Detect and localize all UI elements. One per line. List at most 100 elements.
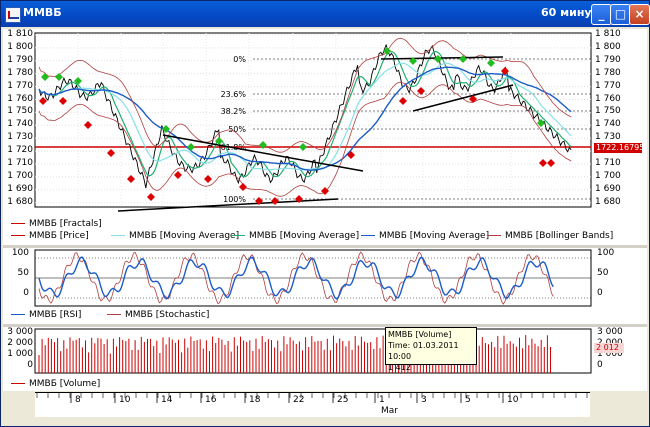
legend-fractals: ММВБ [Fractals] <box>11 219 102 229</box>
axis-tick-label: 1 740 <box>595 119 621 130</box>
fib-level-label: 100% <box>223 195 246 204</box>
volume-tooltip: ММВБ [Volume] Time: 01.03.2011 10:00 1 4… <box>385 327 477 372</box>
axis-tick-label: 1 700 <box>7 170 33 181</box>
time-scrollbar[interactable] <box>590 392 647 416</box>
axis-tick-label: 1 810 <box>595 29 621 39</box>
axis-tick-label: 0 <box>27 360 33 370</box>
legend-volume: ММВБ [Volume] <box>11 379 100 389</box>
axis-tick-label: 1 790 <box>7 54 33 65</box>
plot-border <box>34 328 592 374</box>
axis-tick-label: 1 680 <box>595 196 621 207</box>
axis-tick-label: 100 <box>597 248 615 258</box>
axis-tick-label: 0 <box>23 288 29 298</box>
legend-label: ММВБ [Moving Average] <box>379 231 490 241</box>
axis-tick-label: 1 000 <box>597 349 623 359</box>
fractal-up-marker <box>487 59 495 67</box>
legend-stochastic: ММВБ [Stochastic] <box>107 310 209 320</box>
time-day-label: 10 <box>119 395 131 405</box>
fractal-down-marker <box>107 149 115 157</box>
stochastic-line <box>38 251 554 305</box>
time-axis[interactable]: 8 10 14 16 18 22 25 1 3 5 10 Mar <box>35 392 590 417</box>
bollinger-band-line <box>38 81 572 197</box>
title-bar[interactable]: ММВБ 60 минут _ □ × <box>1 1 650 27</box>
axis-tick-label: 1 710 <box>595 158 621 168</box>
fractal-up-marker <box>434 55 442 63</box>
fractal-up-marker <box>537 119 545 127</box>
axis-tick-label: 1 720 <box>7 145 33 156</box>
fractal-down-marker <box>321 187 329 195</box>
time-day-label: 25 <box>337 395 349 405</box>
axis-tick-label: 0 <box>597 360 603 370</box>
fractal-down-marker <box>547 159 555 167</box>
minimize-button[interactable]: _ <box>591 4 612 25</box>
fractal-up-marker <box>74 77 82 85</box>
axis-tick-label: 1 750 <box>7 106 33 117</box>
legend-swatch <box>231 235 245 236</box>
time-day-label: 16 <box>205 395 217 405</box>
fib-level-label: 38.2% <box>221 107 247 116</box>
maximize-button[interactable]: □ <box>610 4 631 25</box>
axis-tick-label: 1 780 <box>7 67 33 78</box>
moving-average-line <box>38 50 572 178</box>
axis-tick-label: 1 730 <box>7 132 33 143</box>
fractal-up-marker <box>259 141 267 149</box>
fractal-up-marker <box>215 137 223 145</box>
legend-swatch <box>11 314 25 315</box>
legend-rsi: ММВБ [RSI] <box>11 310 81 320</box>
time-axis-ticks <box>36 393 588 403</box>
axis-tick-label: 1 800 <box>595 41 621 52</box>
fractal-down-marker <box>204 175 212 183</box>
fractal-down-marker <box>347 151 355 159</box>
legend-label: ММВБ [RSI] <box>29 310 82 320</box>
axis-tick-label: 1 730 <box>595 132 621 143</box>
time-day-label: 8 <box>75 395 81 405</box>
legend-label: ММВБ [Stochastic] <box>125 310 210 320</box>
tooltip-time: Time: 01.03.2011 10:00 <box>388 341 459 361</box>
fractal-down-marker <box>255 197 263 205</box>
fractal-down-marker <box>239 183 247 191</box>
close-button[interactable]: × <box>629 4 650 25</box>
axis-tick-label: 100 <box>11 248 29 258</box>
fractal-up-marker <box>41 73 49 81</box>
fractal-down-marker <box>417 87 425 95</box>
fractal-down-marker <box>271 197 279 205</box>
trend-line <box>380 56 504 60</box>
legend-swatch <box>487 235 501 236</box>
price-panel[interactable]: 0%23.6%38.2%50%61.8%100% 1 810 1 800 1 790… <box>3 29 647 244</box>
legend-label: ММВБ [Moving Average] <box>129 231 240 241</box>
axis-tick-label: 2 000 <box>7 338 33 348</box>
fractal-down-marker <box>174 171 182 179</box>
axis-tick-label: 1 690 <box>7 183 33 194</box>
axis-tick-label: 1 800 <box>7 41 33 52</box>
legend-label: ММВБ [Volume] <box>29 379 101 389</box>
fractal-up-marker <box>162 125 170 133</box>
axis-tick-label: 1 740 <box>7 119 33 130</box>
axis-tick-label: 1 790 <box>595 54 621 65</box>
legend-label: ММВБ [Fractals] <box>29 219 102 229</box>
axis-tick-label: 1 690 <box>595 183 621 194</box>
time-month-label: Mar <box>381 406 398 416</box>
legend-label: ММВБ [Bollinger Bands] <box>505 231 614 241</box>
time-day-label: 1 <box>379 395 385 405</box>
oscillator-chart[interactable] <box>3 248 647 323</box>
fractal-down-marker <box>295 195 303 203</box>
axis-tick-label: 1 810 <box>7 29 33 39</box>
axis-tick-label: 1 760 <box>7 93 33 104</box>
moving-average-line <box>38 66 572 172</box>
period-label: 60 минут <box>541 6 598 19</box>
fractal-down-marker <box>539 159 547 167</box>
legend-swatch <box>11 223 25 224</box>
price-chart[interactable]: 0%23.6%38.2%50%61.8%100% <box>3 29 647 244</box>
window-title: ММВБ <box>23 6 62 19</box>
axis-tick-label: 0 <box>597 288 603 298</box>
legend-price: ММВБ [Price] <box>11 231 89 241</box>
time-day-label: 14 <box>161 395 173 405</box>
fractal-down-marker <box>399 97 407 105</box>
axis-tick-label: 1 780 <box>595 67 621 78</box>
oscillator-panel[interactable]: 100 50 0 100 50 0 ММВБ [RSI] ММВБ [Stochasti… <box>3 248 647 323</box>
fractal-up-marker <box>383 47 391 55</box>
fractal-down-marker <box>147 193 155 201</box>
axis-tick-label: 1 000 <box>7 349 33 359</box>
fractal-down-marker <box>469 95 477 103</box>
